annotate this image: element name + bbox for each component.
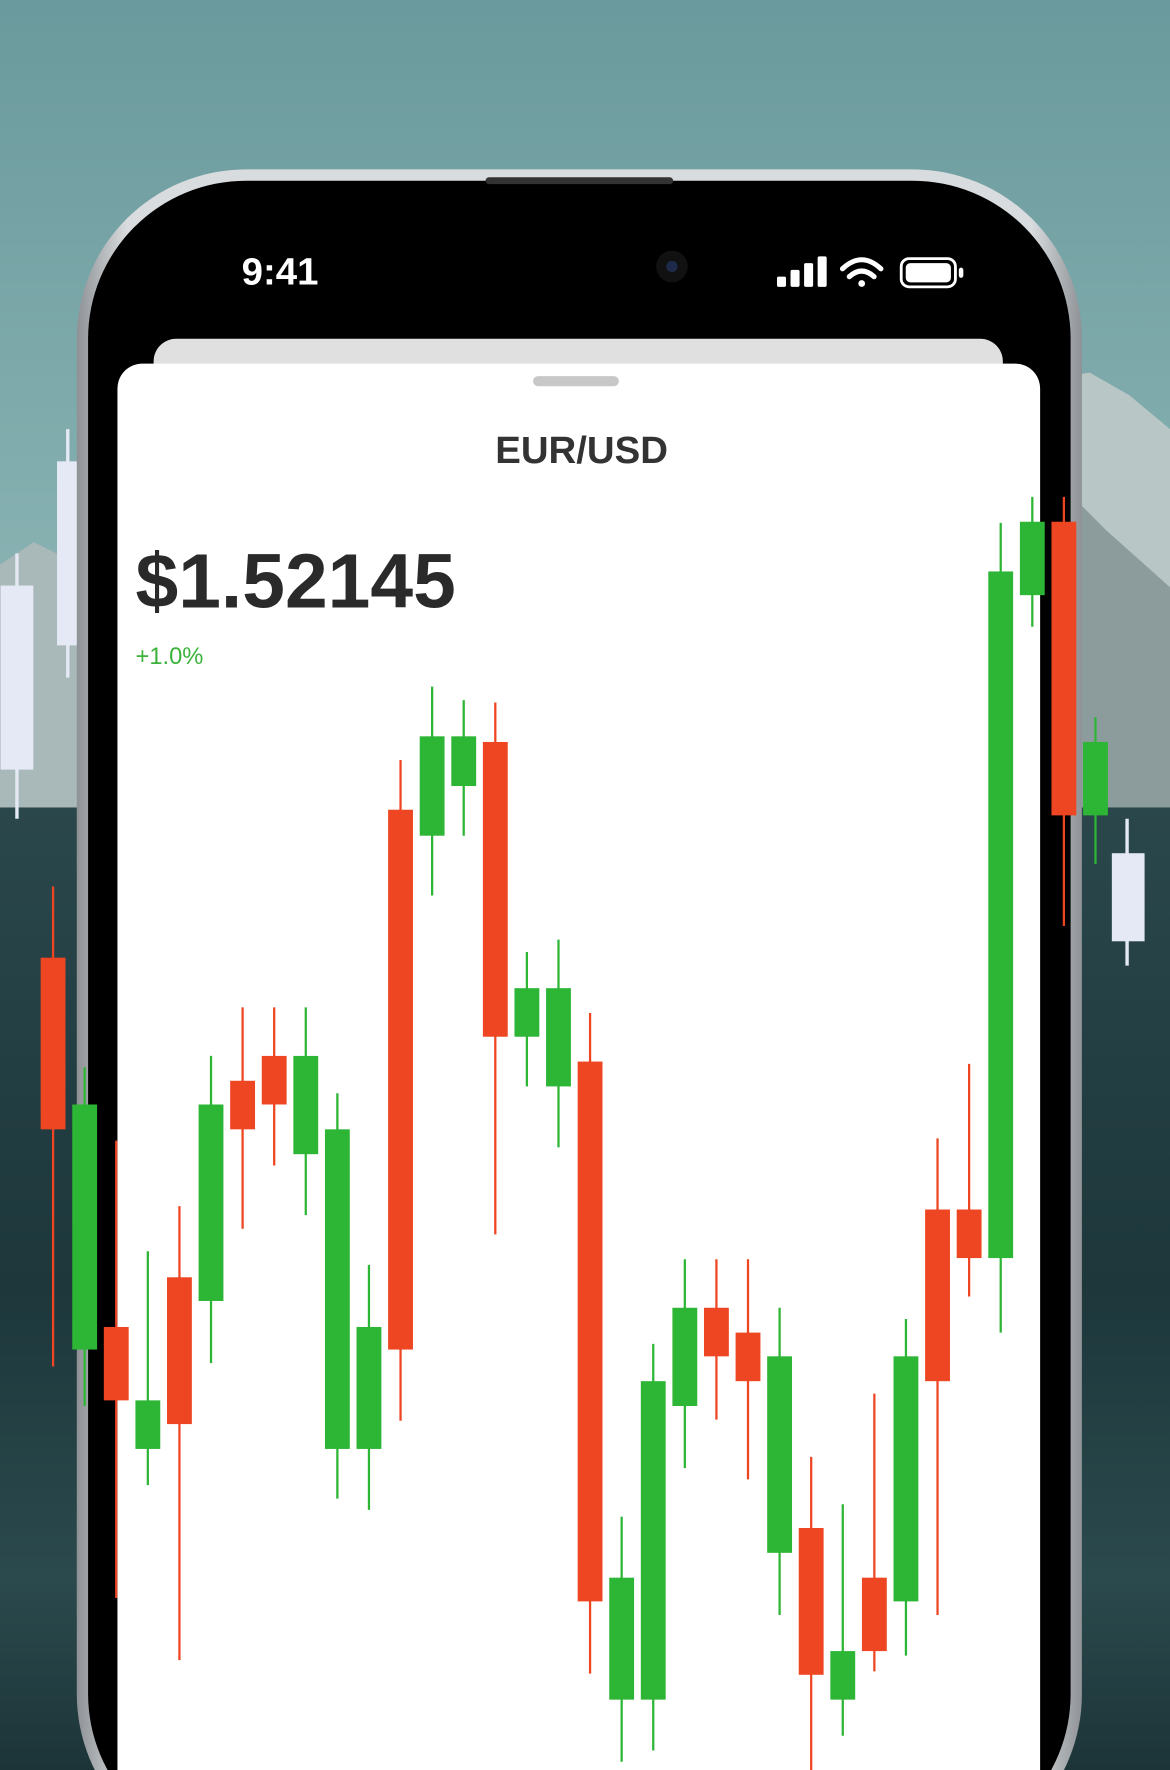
candle-body xyxy=(703,1307,729,1357)
candle-body xyxy=(1019,521,1045,596)
camera-lens xyxy=(666,260,678,273)
candle-body xyxy=(324,1129,350,1449)
sheet-handle[interactable] xyxy=(533,376,619,387)
status-time: 9:41 xyxy=(242,251,319,294)
candle-body xyxy=(861,1577,887,1652)
wifi-icon xyxy=(839,257,884,287)
candle-body xyxy=(230,1080,256,1130)
candle-body xyxy=(546,988,571,1087)
candle-body xyxy=(514,988,540,1037)
change: +1.0% xyxy=(136,644,204,670)
candle-body xyxy=(167,1277,192,1425)
candle-body xyxy=(1051,521,1077,816)
candle-body xyxy=(1083,741,1108,816)
battery-icon xyxy=(899,257,964,289)
price: $1.52145 xyxy=(136,539,456,625)
candle-body xyxy=(893,1356,919,1602)
candle-body xyxy=(198,1104,224,1301)
candle-body xyxy=(293,1055,319,1155)
candle-body xyxy=(451,736,477,787)
candle-body xyxy=(482,741,508,1037)
candle-body xyxy=(767,1356,793,1553)
candle-body xyxy=(798,1527,824,1675)
candle-body xyxy=(925,1209,950,1382)
candle-body xyxy=(419,736,445,836)
candle-body xyxy=(988,571,1014,1259)
pair-title: EUR/USD xyxy=(495,429,668,472)
candle-body xyxy=(830,1651,856,1700)
candle-body xyxy=(640,1381,666,1700)
candle-body xyxy=(672,1307,698,1407)
candle-body xyxy=(40,957,66,1130)
candle-body xyxy=(356,1326,382,1449)
candle-body xyxy=(956,1209,982,1259)
candle-body xyxy=(735,1332,761,1382)
candle-body xyxy=(103,1326,129,1401)
ghost-candles xyxy=(0,429,1145,966)
candle-body xyxy=(72,1104,98,1350)
candle-body xyxy=(135,1400,161,1449)
candle-body xyxy=(261,1055,287,1105)
speaker xyxy=(485,177,674,185)
candle-body xyxy=(577,1061,603,1602)
candle-body xyxy=(609,1577,635,1700)
candlestick-chart xyxy=(40,496,1108,1770)
signal-icon xyxy=(776,256,827,287)
candle-body xyxy=(388,809,413,1350)
